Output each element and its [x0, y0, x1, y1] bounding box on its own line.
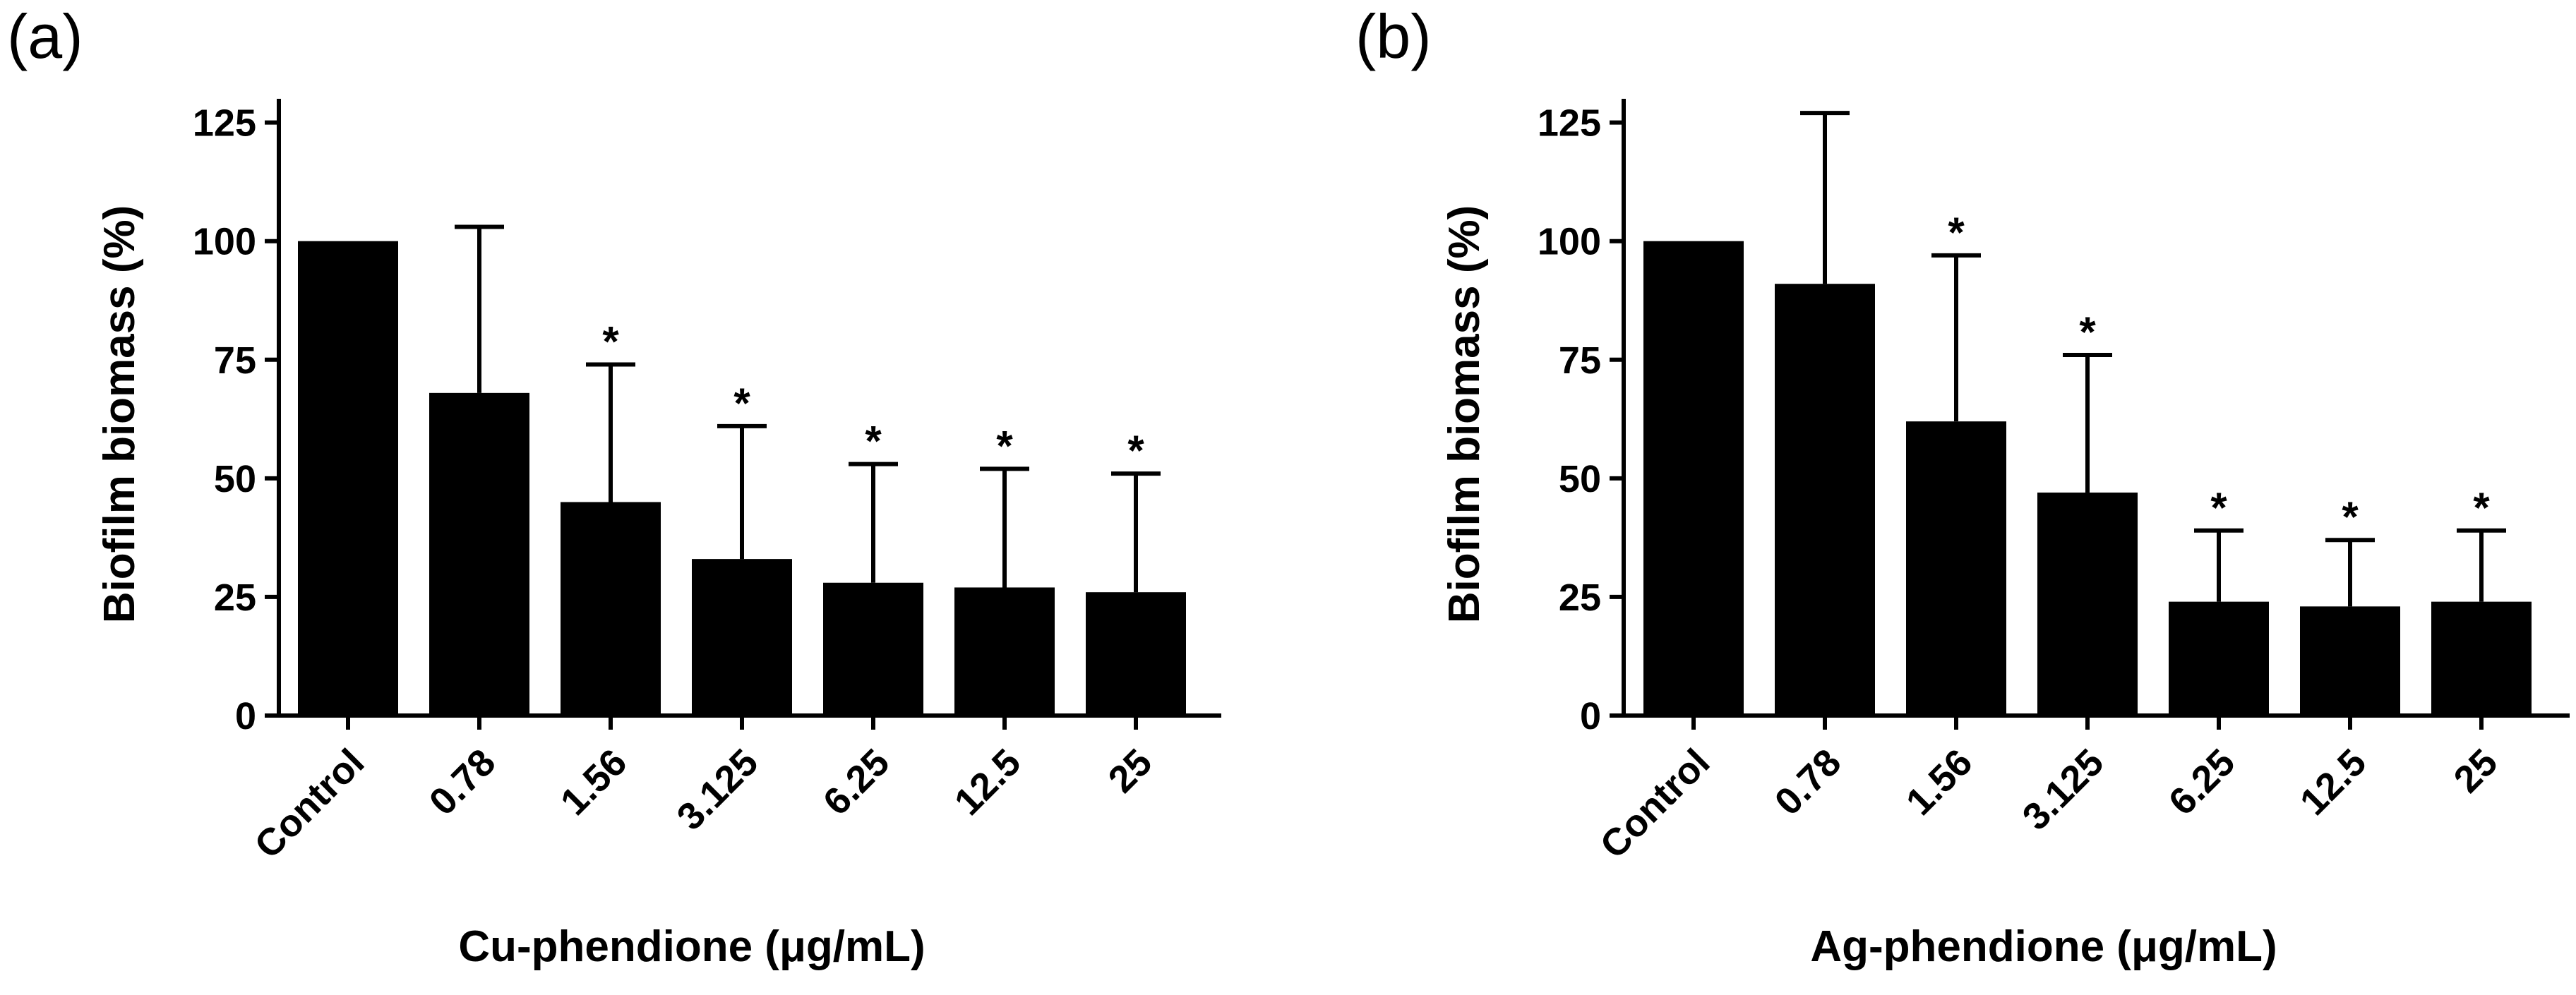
panel-a-bar: [823, 582, 923, 716]
panel-a-x-tick-label: 1.56: [553, 741, 635, 824]
panel-b-bar: [2431, 601, 2532, 716]
panel-b-x-tick-label: 0.78: [1767, 741, 1850, 824]
panel-a-x-tick-label: 3.125: [669, 741, 767, 838]
panel-a-significance-marker: *: [865, 418, 882, 465]
panel-b-y-tick-label: 100: [1538, 221, 1601, 263]
panel-b-y-axis-title: Biofilm biomass (%): [1440, 205, 1489, 624]
panel-b-bar: [1906, 421, 2006, 716]
panel-a-y-tick-label: 50: [214, 458, 256, 500]
panel-a-significance-marker: *: [1127, 427, 1144, 474]
panel-a-x-tick-label: 25: [1101, 741, 1161, 801]
panel-a-bar: [429, 392, 529, 716]
panel-a-y-axis-title: Biofilm biomass (%): [95, 205, 144, 624]
panel-a-x-axis-title: Cu-phendione (μg/mL): [458, 922, 925, 971]
panel-b-x-tick-label: 3.125: [2015, 741, 2112, 838]
panel-a-y-tick-label: 25: [214, 577, 256, 619]
panel-a-y-tick-label: 100: [193, 221, 256, 263]
panel-b-y-tick-label: 25: [1559, 577, 1601, 619]
panel-a-significance-marker: *: [602, 318, 619, 365]
panel-b: (b) 0 25 50 75 100 125 Biofilm biomass (%) Contr…: [1355, 1, 2570, 971]
panel-a-bar: [954, 587, 1055, 716]
panel-a-significance-marker: *: [733, 380, 750, 427]
panel-b-x-tick-label: 6.25: [2161, 741, 2243, 824]
panel-b-bar: [2037, 493, 2138, 716]
panel-b-significance-marker: *: [2342, 493, 2359, 541]
panel-b-bar: [2169, 601, 2269, 716]
panel-b-significance-marker: *: [2210, 484, 2227, 531]
panel-b-bar: [1775, 284, 1875, 716]
panel-b-label: (b): [1355, 1, 1432, 71]
panel-a-bar: [561, 502, 661, 716]
panel-a-bar: [692, 559, 792, 716]
panel-b-y-tick-label: 0: [1580, 695, 1601, 737]
panel-b-x-tick-label: 12.5: [2292, 741, 2375, 824]
panel-a-y-tick-label: 0: [235, 695, 256, 737]
panel-b-significance-marker: *: [2473, 484, 2490, 531]
panel-a-label: (a): [7, 1, 83, 71]
panel-b-y-tick-label: 50: [1559, 458, 1601, 500]
panel-a-x-tick-label: 6.25: [815, 741, 898, 824]
panel-a-significance-marker: *: [996, 422, 1013, 469]
panel-b-y-tick-label: 125: [1538, 102, 1601, 145]
panel-a-bar: [298, 241, 398, 716]
panel-b-y-tick-label: 75: [1559, 339, 1601, 382]
panel-b-significance-marker: *: [2079, 308, 2096, 356]
panel-b-bar: [1643, 241, 1744, 716]
panel-b-x-axis-title: Ag-phendione (μg/mL): [1810, 922, 2277, 971]
panel-b-x-tick-label: 1.56: [1898, 741, 1981, 824]
panel-b-x-tick-label: 25: [2446, 741, 2506, 801]
panel-a-x-tick-label: Control: [246, 741, 372, 867]
panel-b-significance-marker: *: [1948, 209, 1965, 256]
panel-a: (a) 0 25 50 75 100 125 Biofilm biomass (%) Contr…: [7, 1, 1221, 971]
panel-a-y-tick-label: 75: [214, 339, 256, 382]
panel-a-x-tick-label: 0.78: [421, 741, 504, 824]
panel-b-x-tick-label: Control: [1592, 741, 1718, 867]
panel-a-x-tick-label: 12.5: [947, 741, 1029, 824]
panel-a-y-tick-label: 125: [193, 102, 256, 145]
panel-b-bar: [2300, 606, 2400, 716]
panel-a-bar: [1086, 592, 1186, 716]
